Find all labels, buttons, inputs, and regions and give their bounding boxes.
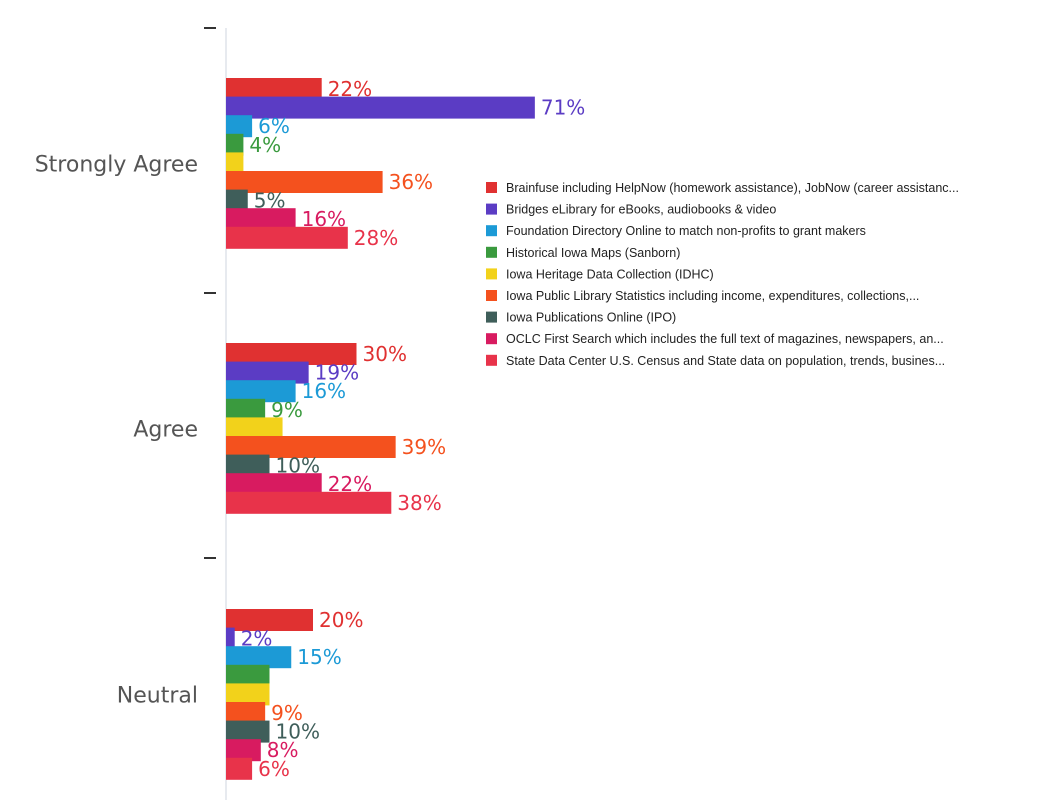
legend-entry-label: Iowa Heritage Data Collection (IDHC) xyxy=(506,267,714,281)
bar-agree-series-5 xyxy=(226,417,283,440)
value-label: 22% xyxy=(328,77,372,101)
legend-swatch xyxy=(486,311,497,323)
bar-agree-series-6 xyxy=(226,436,396,458)
legend-entry-label: Iowa Public Library Statistics including… xyxy=(506,289,919,303)
bar-agree-series-9 xyxy=(226,491,392,514)
legend: Brainfuse including HelpNow (homework as… xyxy=(486,181,959,368)
bar-agree-series-1 xyxy=(226,343,357,365)
value-label: 6% xyxy=(258,114,290,138)
legend-swatch xyxy=(486,225,497,237)
value-label: 10% xyxy=(276,720,320,744)
bar-agree-series-3 xyxy=(226,380,296,403)
legend-swatch xyxy=(486,203,497,215)
bar-neutral-series-8 xyxy=(226,739,261,762)
category-label: Strongly Agree xyxy=(35,152,198,177)
legend-swatch xyxy=(486,246,497,258)
value-label: 10% xyxy=(276,454,320,478)
value-label: 16% xyxy=(302,379,346,403)
value-label: 38% xyxy=(397,491,441,515)
bar-agree-series-4 xyxy=(226,398,266,421)
bar-agree-series-2 xyxy=(226,361,309,384)
bar-neutral-series-5 xyxy=(226,683,270,706)
category-labels: Strongly Agree Agree Neutral xyxy=(35,152,198,708)
bars-group: 22%71%6%4%36%5%16%28%30%19%16%9%39%10%22… xyxy=(226,77,585,781)
value-label: 19% xyxy=(315,361,359,385)
category-label: Neutral xyxy=(117,683,198,708)
value-label: 20% xyxy=(319,608,363,632)
bar-strongly-agree-series-6 xyxy=(226,171,383,193)
legend-swatch xyxy=(486,290,497,301)
legend-entry-label: State Data Center U.S. Census and State … xyxy=(506,354,945,368)
legend-entry-label: Bridges eLibrary for eBooks, audiobooks … xyxy=(506,203,776,217)
legend-entry-label: OCLC First Search which includes the ful… xyxy=(506,332,944,346)
value-label: 4% xyxy=(249,133,281,157)
bar-neutral-series-6 xyxy=(226,702,266,724)
bar-agree-series-8 xyxy=(226,473,322,496)
bar-strongly-agree-series-8 xyxy=(226,208,296,231)
legend-entry-label: Foundation Directory Online to match non… xyxy=(506,224,866,238)
value-label: 8% xyxy=(267,738,299,762)
bar-strongly-agree-series-5 xyxy=(226,152,244,175)
bar-neutral-series-1 xyxy=(226,609,313,631)
bar-strongly-agree-series-2 xyxy=(226,96,535,119)
legend-swatch xyxy=(486,333,497,345)
bar-neutral-series-3 xyxy=(226,646,292,669)
bar-neutral-series-4 xyxy=(226,664,270,687)
bar-agree-series-7 xyxy=(226,454,270,477)
legend-entry-label: Historical Iowa Maps (Sanborn) xyxy=(506,246,680,260)
value-label: 30% xyxy=(363,342,407,366)
bar-neutral-series-2 xyxy=(226,627,235,650)
bar-strongly-agree-series-3 xyxy=(226,115,253,138)
value-label: 28% xyxy=(354,226,398,250)
legend-swatch xyxy=(486,182,497,193)
category-label: Agree xyxy=(133,417,198,442)
bar-strongly-agree-series-1 xyxy=(226,78,322,100)
value-label: 36% xyxy=(389,170,433,194)
value-label: 9% xyxy=(271,398,303,422)
legend-entry-label: Iowa Publications Online (IPO) xyxy=(506,311,676,325)
value-label: 15% xyxy=(297,645,341,669)
value-label: 6% xyxy=(258,757,290,781)
legend-entry-label: Brainfuse including HelpNow (homework as… xyxy=(506,181,959,195)
value-label: 39% xyxy=(402,435,446,459)
bar-strongly-agree-series-7 xyxy=(226,189,248,212)
value-label: 16% xyxy=(302,207,346,231)
value-label: 71% xyxy=(541,96,585,120)
legend-swatch xyxy=(486,268,497,280)
value-label: 5% xyxy=(254,189,286,213)
bar-neutral-series-7 xyxy=(226,720,270,743)
legend-swatch xyxy=(486,354,497,366)
bar-neutral-series-9 xyxy=(226,757,253,780)
value-label: 2% xyxy=(241,627,273,651)
bar-strongly-agree-series-9 xyxy=(226,226,348,249)
bar-strongly-agree-series-4 xyxy=(226,133,244,156)
value-label: 9% xyxy=(271,701,303,725)
value-label: 22% xyxy=(328,472,372,496)
